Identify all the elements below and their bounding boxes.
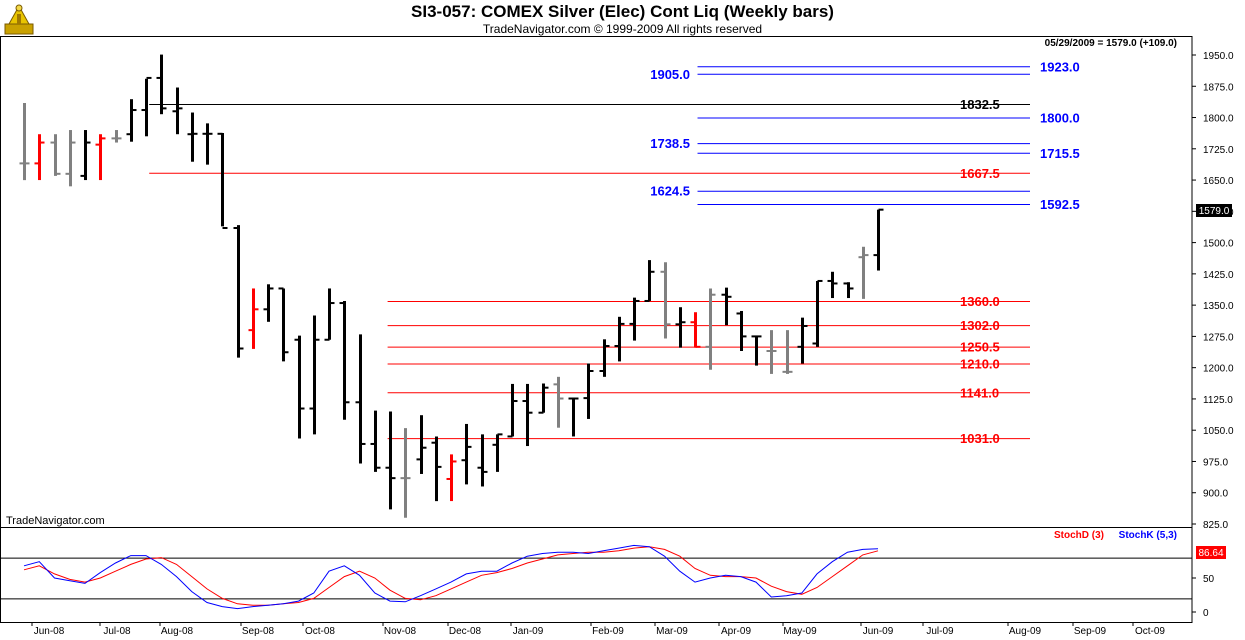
level-label: 1031.0	[960, 431, 1000, 446]
level-label: 1905.0	[650, 67, 690, 82]
level-label: 1715.5	[1040, 146, 1080, 161]
stoch-k-line	[23, 544, 879, 610]
price-tick-label: 1650.0	[1203, 176, 1234, 187]
time-tick-label: Feb-09	[592, 626, 624, 637]
time-tick-label: Oct-08	[305, 626, 335, 637]
price-tick-label: 1125.0	[1203, 395, 1233, 406]
level-label: 1141.0	[960, 385, 999, 400]
level-label: 1302.0	[960, 318, 1000, 333]
time-tick-label: Aug-09	[1009, 626, 1042, 637]
time-tick-label: Mar-09	[656, 626, 688, 637]
plot-border	[0, 36, 1193, 623]
level-label: 1210.0	[960, 356, 1000, 371]
time-tick-label: Jun-08	[34, 626, 65, 637]
last-price-tag-box	[1196, 204, 1232, 217]
price-tick-label: 1275.0	[1203, 332, 1234, 343]
price-tick-label: 1425.0	[1203, 270, 1234, 281]
ohlc-bars	[19, 54, 884, 518]
time-tick-label: Jun-09	[863, 626, 894, 637]
stoch-d-legend: StochD (3)	[1054, 530, 1104, 541]
price-tick-label: 1950.0	[1203, 51, 1234, 62]
chart-subtitle: TradeNavigator.com © 1999-2009 All right…	[482, 22, 763, 36]
chart-frame	[0, 36, 1193, 623]
time-tick-label: Apr-09	[721, 626, 751, 637]
time-tick-label: Sep-09	[1074, 626, 1107, 637]
price-tick-label: 1800.0	[1203, 114, 1234, 125]
price-tick-label: 825.0	[1203, 520, 1228, 531]
stoch-tick-label: 50	[1203, 574, 1215, 585]
price-tick-label: 975.0	[1203, 457, 1228, 468]
price-axis: 1950.01875.01800.01725.01650.01575.01500…	[1192, 51, 1234, 531]
level-label: 1923.0	[1040, 59, 1080, 74]
time-tick-label: Oct-09	[1135, 626, 1165, 637]
time-tick-label: Jul-09	[926, 626, 954, 637]
level-label: 1360.0	[960, 294, 1000, 309]
last-price-tag: 1579.0	[1199, 206, 1230, 217]
time-tick-label: Aug-08	[161, 626, 194, 637]
price-tick-label: 1050.0	[1203, 426, 1234, 437]
stoch-value-tag: 86.64	[1198, 548, 1223, 559]
price-tick-label: 1350.0	[1203, 301, 1234, 312]
price-tick-label: 1725.0	[1203, 145, 1234, 156]
time-tick-label: Jul-08	[103, 626, 131, 637]
time-axis: Jun-08 Jul-08 Aug-08 Sep-08 Oct-08 Nov-08 Dec-…	[31, 622, 1165, 637]
stochastic-panel: 50 0	[0, 544, 1215, 619]
price-tick-label: 1200.0	[1203, 364, 1234, 375]
stoch-d-line	[23, 546, 879, 606]
level-label: 1667.5	[960, 166, 1000, 181]
level-label: 1592.5	[1040, 197, 1080, 212]
price-levels: 1923.0 1905.0 1832.5 1800.0 1738.5 1715.5 1667…	[149, 59, 1080, 446]
time-tick-label: Sep-08	[242, 626, 275, 637]
logo-icon	[4, 4, 34, 35]
time-tick-label: Jan-09	[513, 626, 544, 637]
level-label: 1832.5	[960, 97, 1000, 112]
level-label: 1738.5	[650, 136, 690, 151]
time-tick-label: May-09	[783, 626, 817, 637]
price-tick-label: 1500.0	[1203, 239, 1234, 250]
stoch-k-legend: StochK (5,3)	[1119, 530, 1177, 541]
time-tick-label: Dec-08	[449, 626, 482, 637]
stoch-value-tag-box	[1196, 546, 1226, 559]
watermark-text: TradeNavigator.com	[6, 515, 105, 527]
last-price-label: 05/29/2009 = 1579.0 (+109.0)	[1045, 38, 1177, 49]
chart-title: SI3-057: COMEX Silver (Elec) Cont Liq (W…	[411, 2, 834, 21]
price-tick-label: 1875.0	[1203, 82, 1234, 93]
stoch-tick-label: 0	[1203, 608, 1209, 619]
time-tick-label: Nov-08	[384, 626, 417, 637]
level-label: 1624.5	[650, 184, 690, 199]
level-label: 1800.0	[1040, 111, 1080, 126]
price-tick-label: 900.0	[1203, 489, 1228, 500]
level-label: 1250.5	[960, 340, 1000, 355]
